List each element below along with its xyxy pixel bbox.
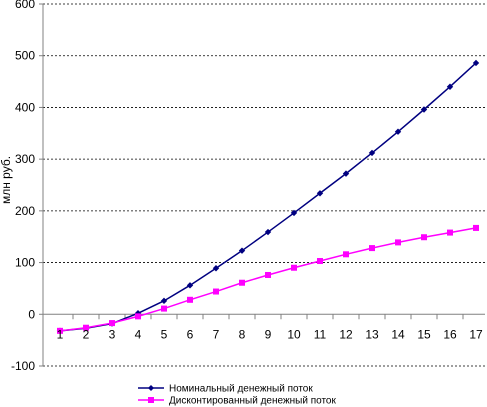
x-tick-label: 17 [469,327,483,341]
x-tick-label: 1 [57,327,64,341]
legend-label: Дисконтированный денежный поток [169,396,336,407]
data-point [368,149,376,157]
data-point [57,327,63,334]
data-point [420,106,428,113]
grid-layer [43,3,485,367]
x-tick-label: 13 [365,327,379,341]
data-point [109,320,115,327]
series-layer [56,59,480,335]
y-tick-label: 0 [28,307,35,321]
data-point [342,170,350,177]
x-tick-label: 4 [135,327,142,341]
axes-layer [39,3,485,367]
x-tick-label: 2 [83,327,90,341]
x-tick-label: 11 [314,327,327,341]
data-point [290,209,298,217]
data-point [135,313,141,320]
data-point [160,297,168,305]
data-point [212,265,220,272]
legend-item: Дисконтированный денежный поток [138,396,336,407]
x-tick-label: 8 [239,327,246,341]
series-2 [57,224,479,334]
series-line [59,227,477,332]
x-tick-label: 10 [287,327,301,341]
data-point [213,288,219,295]
series-line [59,62,477,332]
data-point [317,258,323,265]
x-tick-label: 9 [265,327,272,341]
data-point [265,271,271,278]
data-point [343,251,349,258]
y-tick-label: 200 [15,204,35,218]
data-point [148,385,154,391]
legend: Номинальный денежный потокДисконтированн… [138,384,336,407]
data-point [264,228,272,236]
data-point [395,239,401,246]
data-point [148,397,154,403]
data-point [239,279,245,286]
data-point [447,229,453,236]
y-tick-label: 600 [15,0,35,11]
y-axis-title: млн руб. [0,156,13,204]
data-point [446,83,454,90]
x-tick-label: 3 [109,327,116,341]
x-tick-label: 15 [417,327,431,341]
data-point [187,296,193,303]
data-point [369,245,375,252]
data-point [473,224,479,231]
legend-label: Номинальный денежный поток [169,384,313,395]
x-tick-label: 7 [213,327,220,341]
data-point [394,128,402,135]
series-1 [56,59,480,335]
y-tick-label: -100 [11,359,35,373]
x-tick-label: 14 [391,327,405,341]
data-point [186,282,194,289]
data-point [421,234,427,241]
y-tick-label: 400 [15,100,35,114]
data-point [238,247,246,254]
y-tick-label: 500 [15,49,35,63]
data-point [291,264,297,271]
y-tick-label: 300 [15,152,35,166]
legend-item: Номинальный денежный поток [138,384,313,395]
data-point [83,324,89,331]
data-point [316,190,324,197]
y-tick-label: 100 [15,256,35,270]
x-tick-label: 5 [161,327,168,341]
x-tick-label: 6 [187,327,194,341]
data-point [472,59,480,67]
x-tick-label: 12 [339,327,353,341]
data-point [161,305,167,312]
x-tick-label: 16 [443,327,457,341]
